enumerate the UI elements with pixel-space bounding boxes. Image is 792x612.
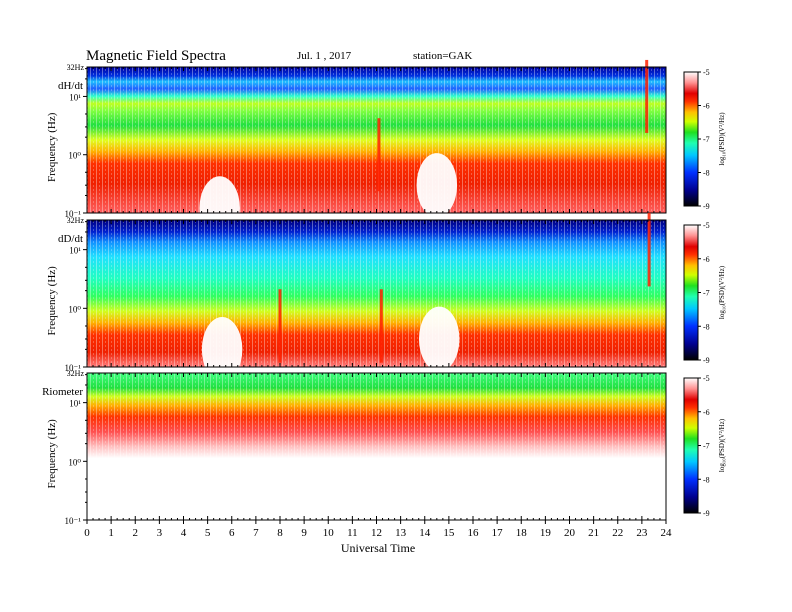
colorbar-tick-label: -5 (703, 221, 710, 230)
spectrum-gap (418, 306, 460, 372)
colorbar-tick-label: -5 (703, 374, 710, 383)
colorbar-tick-label: -9 (703, 356, 710, 365)
colorbar (683, 377, 699, 514)
colorbar-tick-label: -8 (703, 475, 710, 484)
ytick-label: 10⁻¹ (65, 209, 82, 219)
panel-label: Riometer (42, 386, 83, 398)
xtick-label: 24 (661, 527, 673, 539)
yaxis-title: Frequency (Hz) (46, 419, 58, 489)
spectrum-spike (645, 59, 649, 133)
xtick-label: 1 (108, 527, 114, 539)
xtick-label: 6 (229, 527, 235, 539)
colorbar-tick-label: -5 (703, 68, 710, 77)
xtick-label: 5 (205, 527, 211, 539)
colorbar-tick-label: -8 (703, 322, 710, 331)
colorbar-tick-label: -6 (703, 408, 710, 417)
colorbar-tick-label: -9 (703, 202, 710, 211)
xtick-label: 8 (277, 527, 283, 539)
colorbar-tick-label: -7 (703, 289, 710, 298)
colorbar-label: log₁₀(PSD)(V²/Hz) (718, 265, 726, 319)
ytick-label: 10¹ (69, 399, 81, 409)
colorbar-label: log₁₀(PSD)(V²/Hz) (718, 418, 726, 472)
xtick-label: 15 (443, 527, 455, 539)
top-frequency-label: 32Hz (67, 63, 85, 72)
xtick-label: 4 (181, 527, 187, 539)
colorbar (683, 224, 699, 361)
xtick-label: 21 (588, 527, 599, 539)
ytick-label: 10¹ (69, 246, 81, 256)
colorbar (683, 71, 699, 207)
date-label: Jul. 1 , 2017 (297, 50, 352, 62)
xtick-label: 16 (468, 527, 480, 539)
spectrum-gap (201, 316, 243, 382)
xtick-label: 19 (540, 527, 552, 539)
spectrum-spike (647, 212, 651, 287)
ytick-label: 10⁻¹ (65, 363, 82, 373)
spectrogram-texture (87, 373, 666, 520)
colorbar-tick-label: -6 (703, 255, 710, 264)
ytick-label: 10⁰ (68, 151, 81, 161)
ytick-label: 10⁰ (68, 304, 81, 314)
colorbar-tick-label: -6 (703, 102, 710, 111)
panel-label: dD/dt (58, 233, 83, 245)
yaxis-title: Frequency (Hz) (46, 266, 58, 336)
xtick-label: 14 (419, 527, 431, 539)
spectrum-spike (377, 118, 381, 192)
ytick-label: 10⁰ (68, 457, 81, 467)
yaxis-title: Frequency (Hz) (46, 112, 58, 182)
xtick-label: 11 (347, 527, 358, 539)
xaxis-title: Universal Time (341, 541, 415, 555)
spectrogram-texture (87, 67, 666, 213)
top-frequency-label: 32Hz (67, 216, 85, 225)
xtick-label: 12 (371, 527, 382, 539)
xtick-label: 17 (492, 527, 504, 539)
xtick-label: 10 (323, 527, 335, 539)
panel-label: dH/dt (58, 80, 83, 92)
xtick-label: 2 (133, 527, 139, 539)
spectrum-gap (416, 153, 458, 218)
colorbar-tick-label: -9 (703, 509, 710, 518)
colorbar-tick-label: -8 (703, 169, 710, 178)
spectrogram-texture (87, 220, 666, 367)
station-label: station=GAK (413, 50, 472, 62)
xtick-label: 0 (84, 527, 90, 539)
xtick-label: 23 (636, 527, 648, 539)
ytick-label: 10¹ (69, 92, 81, 102)
ytick-label: 10⁻¹ (65, 516, 82, 526)
xtick-label: 9 (301, 527, 307, 539)
colorbar-tick-label: -7 (703, 442, 710, 451)
colorbar-label: log₁₀(PSD)(V²/Hz) (718, 112, 726, 166)
spectrum-spike (278, 289, 282, 363)
time-axis: 0 1 2 3 4 5 6 7 8 9 10 11 12 13 14 15 16 17 18 19 20 21 22 23 24 (84, 520, 672, 539)
figure-title: Magnetic Field Spectra (86, 48, 226, 64)
xtick-label: 18 (516, 527, 528, 539)
xtick-label: 7 (253, 527, 259, 539)
xtick-label: 20 (564, 527, 576, 539)
colorbar-tick-label: -7 (703, 135, 710, 144)
top-frequency-label: 32Hz (67, 369, 85, 378)
xtick-label: 22 (612, 527, 623, 539)
spectrum-spike (379, 289, 383, 363)
xtick-label: 3 (157, 527, 163, 539)
xtick-label: 13 (395, 527, 407, 539)
